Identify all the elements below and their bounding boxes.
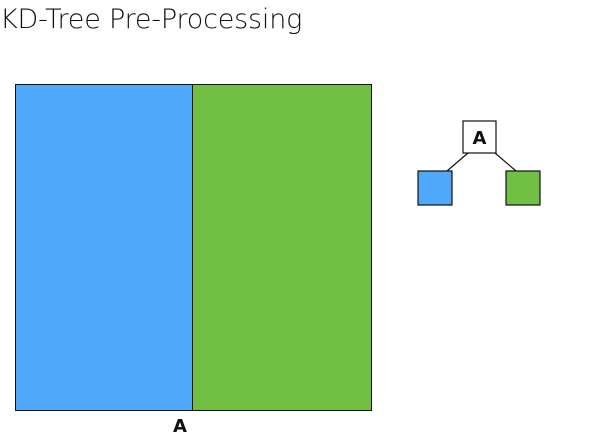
tree-edge-left	[446, 152, 469, 172]
left-region	[15, 84, 194, 411]
page-title: KD-Tree Pre-Processing	[0, 4, 303, 35]
tree-root-node	[462, 120, 497, 154]
split-line-label: A	[173, 416, 187, 437]
right-region	[192, 84, 372, 411]
tree-edge-right	[494, 152, 517, 172]
tree-root-label: A	[473, 128, 487, 149]
tree-leaf-right	[505, 170, 541, 206]
tree-leaf-left	[417, 170, 453, 206]
